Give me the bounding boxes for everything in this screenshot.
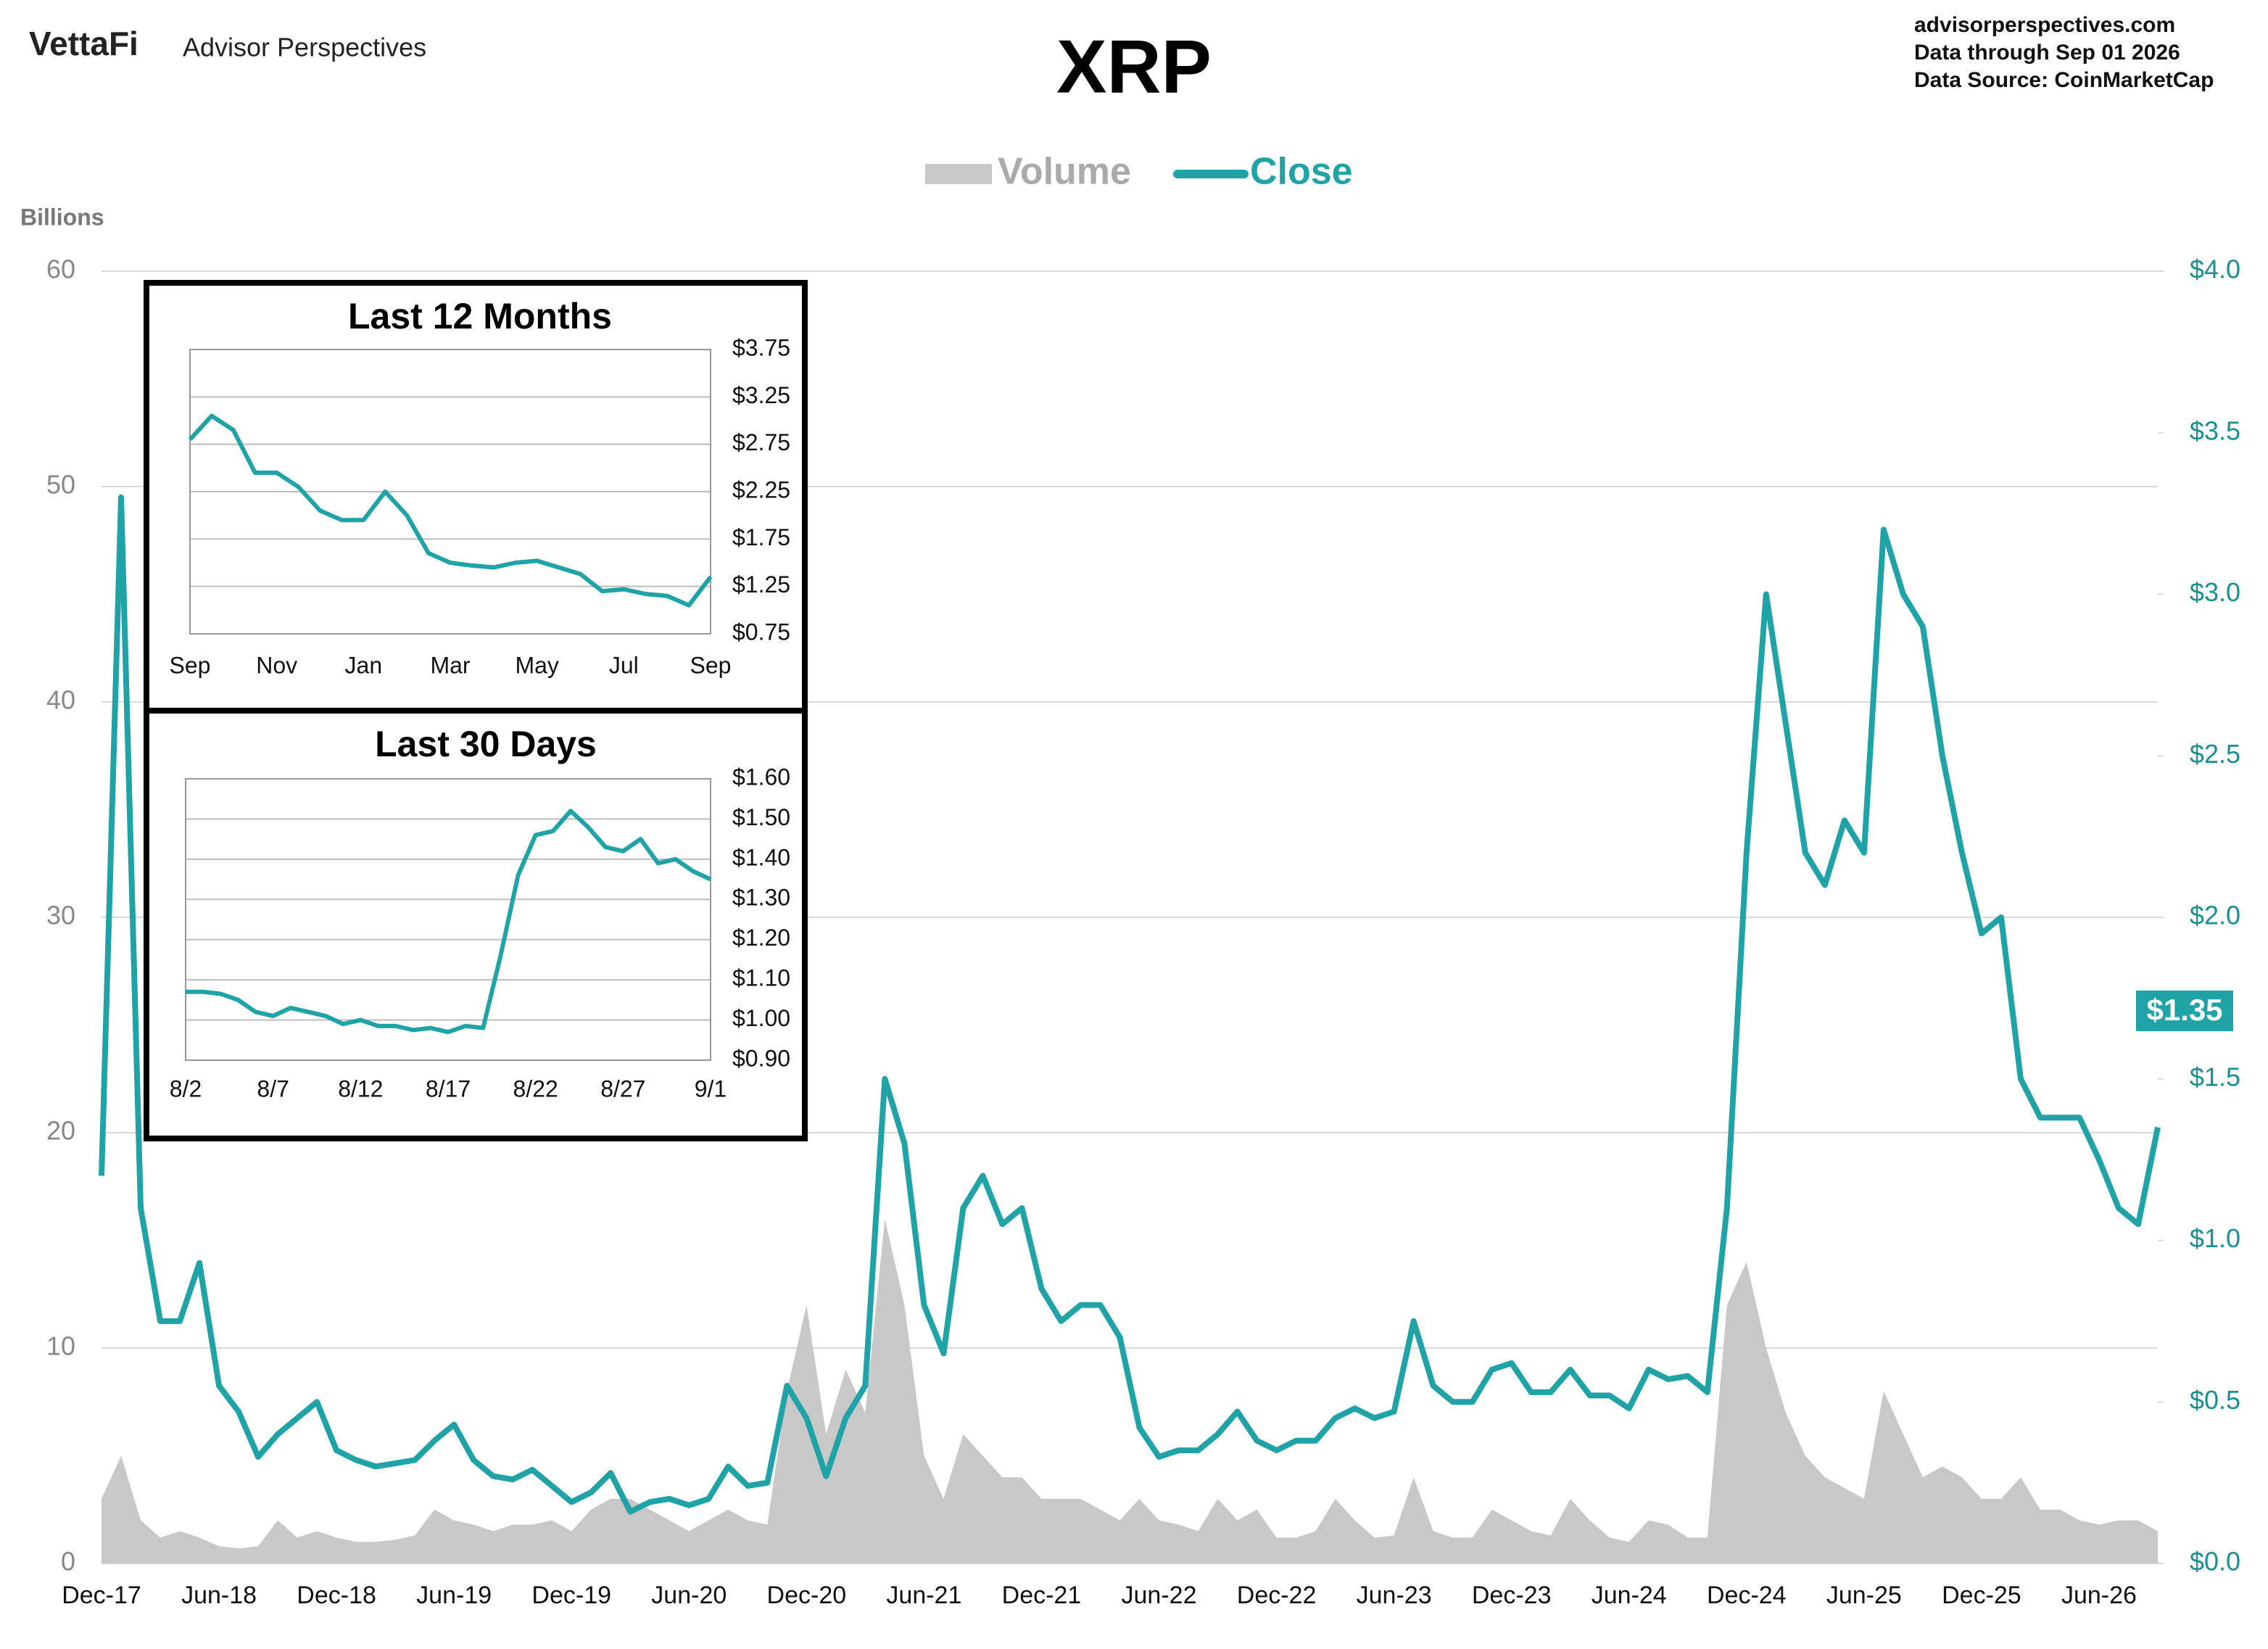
close-line xyxy=(99,494,2161,1515)
y-tick-label: $1.00 xyxy=(732,1005,790,1031)
y-tick-label: 0 xyxy=(61,1547,75,1576)
y2-tick-label: $2.0 xyxy=(2190,901,2240,930)
x-tick-label: Dec-17 xyxy=(62,1582,141,1609)
chart-title: Last 12 Months xyxy=(348,296,612,336)
x-tick-label: Jun-26 xyxy=(2061,1582,2137,1609)
x-tick-label: Jun-19 xyxy=(416,1582,492,1609)
y-tick-label: 20 xyxy=(46,1116,75,1146)
x-tick-label: Dec-18 xyxy=(297,1582,376,1609)
y2-tick-label: $3.0 xyxy=(2190,577,2240,607)
y-tick-label: $3.25 xyxy=(732,382,790,408)
x-tick-label: 8/22 xyxy=(513,1075,558,1102)
logo: VettaFi xyxy=(29,25,138,62)
y-tick-label: $1.60 xyxy=(732,764,790,790)
data-through: Data through Sep 01 2026 xyxy=(1914,41,2180,65)
chart-title: Last 30 Days xyxy=(375,724,597,764)
x-tick-label: Jun-18 xyxy=(181,1582,257,1609)
x-tick-label: 9/1 xyxy=(695,1075,727,1102)
x-tick-label: Jun-23 xyxy=(1357,1582,1432,1609)
y-tick-label: $1.40 xyxy=(732,844,790,870)
y-tick-label: 30 xyxy=(46,901,75,930)
x-tick-label: Dec-21 xyxy=(1002,1582,1082,1609)
value-label: $1.35 xyxy=(2146,993,2222,1027)
x-tick-label: 8/27 xyxy=(600,1075,645,1102)
legend-label: Volume xyxy=(998,151,1131,193)
y-tick-label: 40 xyxy=(46,685,75,715)
x-tick-label: Jan xyxy=(345,652,383,678)
x-tick-label: Dec-25 xyxy=(1942,1582,2021,1609)
x-tick-label: 8/2 xyxy=(170,1075,202,1102)
y-tick-label: $1.20 xyxy=(732,925,790,951)
y-tick-label: $2.25 xyxy=(732,476,790,503)
legend-swatch xyxy=(925,164,992,184)
x-tick-label: Jun-24 xyxy=(1592,1582,1667,1609)
x-tick-label: Jun-22 xyxy=(1122,1582,1197,1609)
y2-tick-label: $0.5 xyxy=(2190,1385,2240,1415)
x-tick-label: Sep xyxy=(690,652,732,678)
y2-tick-label: $2.5 xyxy=(2190,739,2240,769)
y2-tick-label: $3.5 xyxy=(2190,416,2240,445)
y2-tick-label: $1.0 xyxy=(2190,1223,2240,1253)
x-tick-label: 8/17 xyxy=(426,1075,471,1102)
y2-tick-label: $1.5 xyxy=(2190,1062,2240,1091)
chart-title: XRP xyxy=(1056,25,1212,109)
y-tick-label: $0.90 xyxy=(732,1045,790,1071)
x-tick-label: Jun-20 xyxy=(651,1582,727,1609)
x-tick-label: Dec-22 xyxy=(1237,1582,1317,1609)
inset-box xyxy=(144,708,808,1141)
inset-chart: Last 30 Days $0.90 $1.00 $1.10 $1.20 $1.30 $1.… xyxy=(170,724,790,1102)
y2-tick-label: $0.0 xyxy=(2190,1547,2240,1576)
x-tick-label: Jun-21 xyxy=(886,1582,961,1609)
y2-tick-label: $4.0 xyxy=(2190,255,2240,284)
x-tick-label: Dec-19 xyxy=(531,1582,611,1609)
x-tick-label: Jun-25 xyxy=(1826,1582,1902,1609)
y-tick-label: 60 xyxy=(46,255,75,284)
source: Data Source: CoinMarketCap xyxy=(1914,68,2214,92)
y-tick-label: $1.10 xyxy=(732,965,790,991)
x-tick-label: 8/7 xyxy=(257,1075,289,1102)
x-tick-label: Dec-24 xyxy=(1707,1582,1787,1609)
legend-label: Close xyxy=(1250,151,1353,193)
y-tick-label: 10 xyxy=(46,1331,75,1361)
close-line xyxy=(188,413,713,608)
y-tick-label: $1.50 xyxy=(732,804,790,830)
x-tick-label: Dec-23 xyxy=(1472,1582,1552,1609)
y-tick-label: $0.75 xyxy=(732,619,790,645)
x-tick-label: Dec-20 xyxy=(767,1582,847,1609)
main-chart: XRP Billions 0 10 20 30 40 50 60 $0.0 $0.5 $1.0 $1.5… xyxy=(20,25,2240,1609)
x-tick-label: Sep xyxy=(170,652,211,678)
x-tick-label: 8/12 xyxy=(338,1075,383,1102)
plot-border xyxy=(189,349,711,635)
inset-box xyxy=(144,280,808,714)
y-tick-label: 50 xyxy=(46,470,75,500)
x-tick-label: Nov xyxy=(256,652,297,678)
plot-border xyxy=(185,778,711,1061)
x-tick-label: Mar xyxy=(430,652,470,678)
x-tick-label: May xyxy=(515,652,558,678)
site: advisorperspectives.com xyxy=(1914,13,2175,37)
y-tick-label: $1.30 xyxy=(732,885,790,911)
y-tick-label: $1.75 xyxy=(732,524,790,550)
y-axis-title: Billions xyxy=(20,204,104,230)
brand: Advisor Perspectives xyxy=(183,33,426,62)
x-tick-label: Jul xyxy=(609,652,639,678)
y-tick-label: $2.75 xyxy=(732,429,790,455)
y-tick-label: $1.25 xyxy=(732,571,790,598)
close-line xyxy=(186,809,712,1035)
value-badge xyxy=(2136,991,2233,1031)
volume-area xyxy=(102,1218,2158,1563)
y-tick-label: $3.75 xyxy=(732,334,790,360)
inset-chart: Last 12 Months $0.75 $1.25 $1.75 $2.25 $2.75 $… xyxy=(170,296,791,678)
